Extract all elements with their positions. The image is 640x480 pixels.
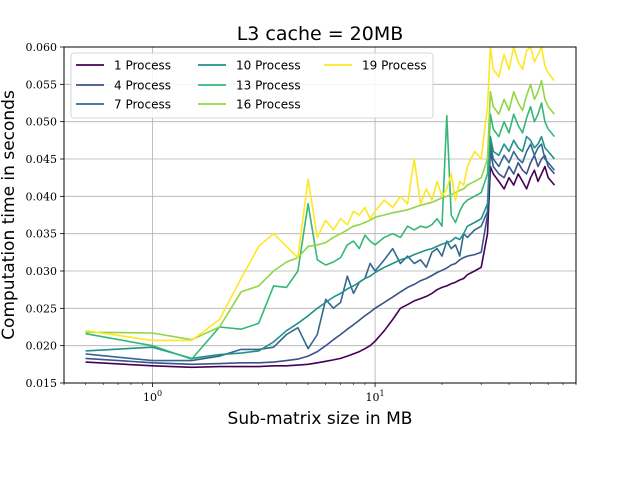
legend-box [70,52,434,119]
plot-area [85,47,556,369]
x-tick-label: 101 [366,389,385,404]
legend-entry: 4 Process [114,79,171,93]
legend-entry: 13 Process [236,79,301,93]
x-axis-ticks: 100 101 [63,383,577,404]
x-axis-label: Sub-matrix size in MB [228,409,413,429]
axes-frame [63,46,577,384]
series-line [85,135,556,360]
y-tick-label: 0.015 [26,377,58,390]
legend-entry: 19 Process [362,59,427,73]
y-tick-label: 0.060 [26,41,58,54]
y-tick-label: 0.030 [26,265,58,278]
y-tick-label: 0.025 [26,302,58,315]
chart-title: L3 cache = 20MB [237,23,404,45]
series-line [85,150,556,366]
y-tick-label: 0.020 [26,340,58,353]
legend-entry: 1 Process [114,59,171,73]
legend: 1 Process 4 Process 7 Process 10 Process 13 … [70,52,434,119]
series-line [85,47,556,342]
legend-entry: 10 Process [236,59,301,73]
y-tick-label: 0.045 [26,153,58,166]
legend-entry: 16 Process [236,98,301,112]
series-lines [85,47,556,369]
series-line [85,165,556,369]
y-tick-label: 0.055 [26,78,58,91]
x-tick-label: 100 [143,389,162,404]
y-tick-label: 0.050 [26,116,58,129]
y-tick-label: 0.035 [26,228,58,241]
series-line [85,102,556,360]
y-axis-label: Computation time in seconds [0,90,19,340]
y-tick-label: 0.040 [26,190,58,203]
series-line [85,143,556,362]
legend-entry: 7 Process [114,98,171,112]
y-axis-ticks: 0.015 0.020 0.025 0.030 0.035 0.040 0.045 0.050… [26,41,64,390]
series-line [85,79,556,341]
